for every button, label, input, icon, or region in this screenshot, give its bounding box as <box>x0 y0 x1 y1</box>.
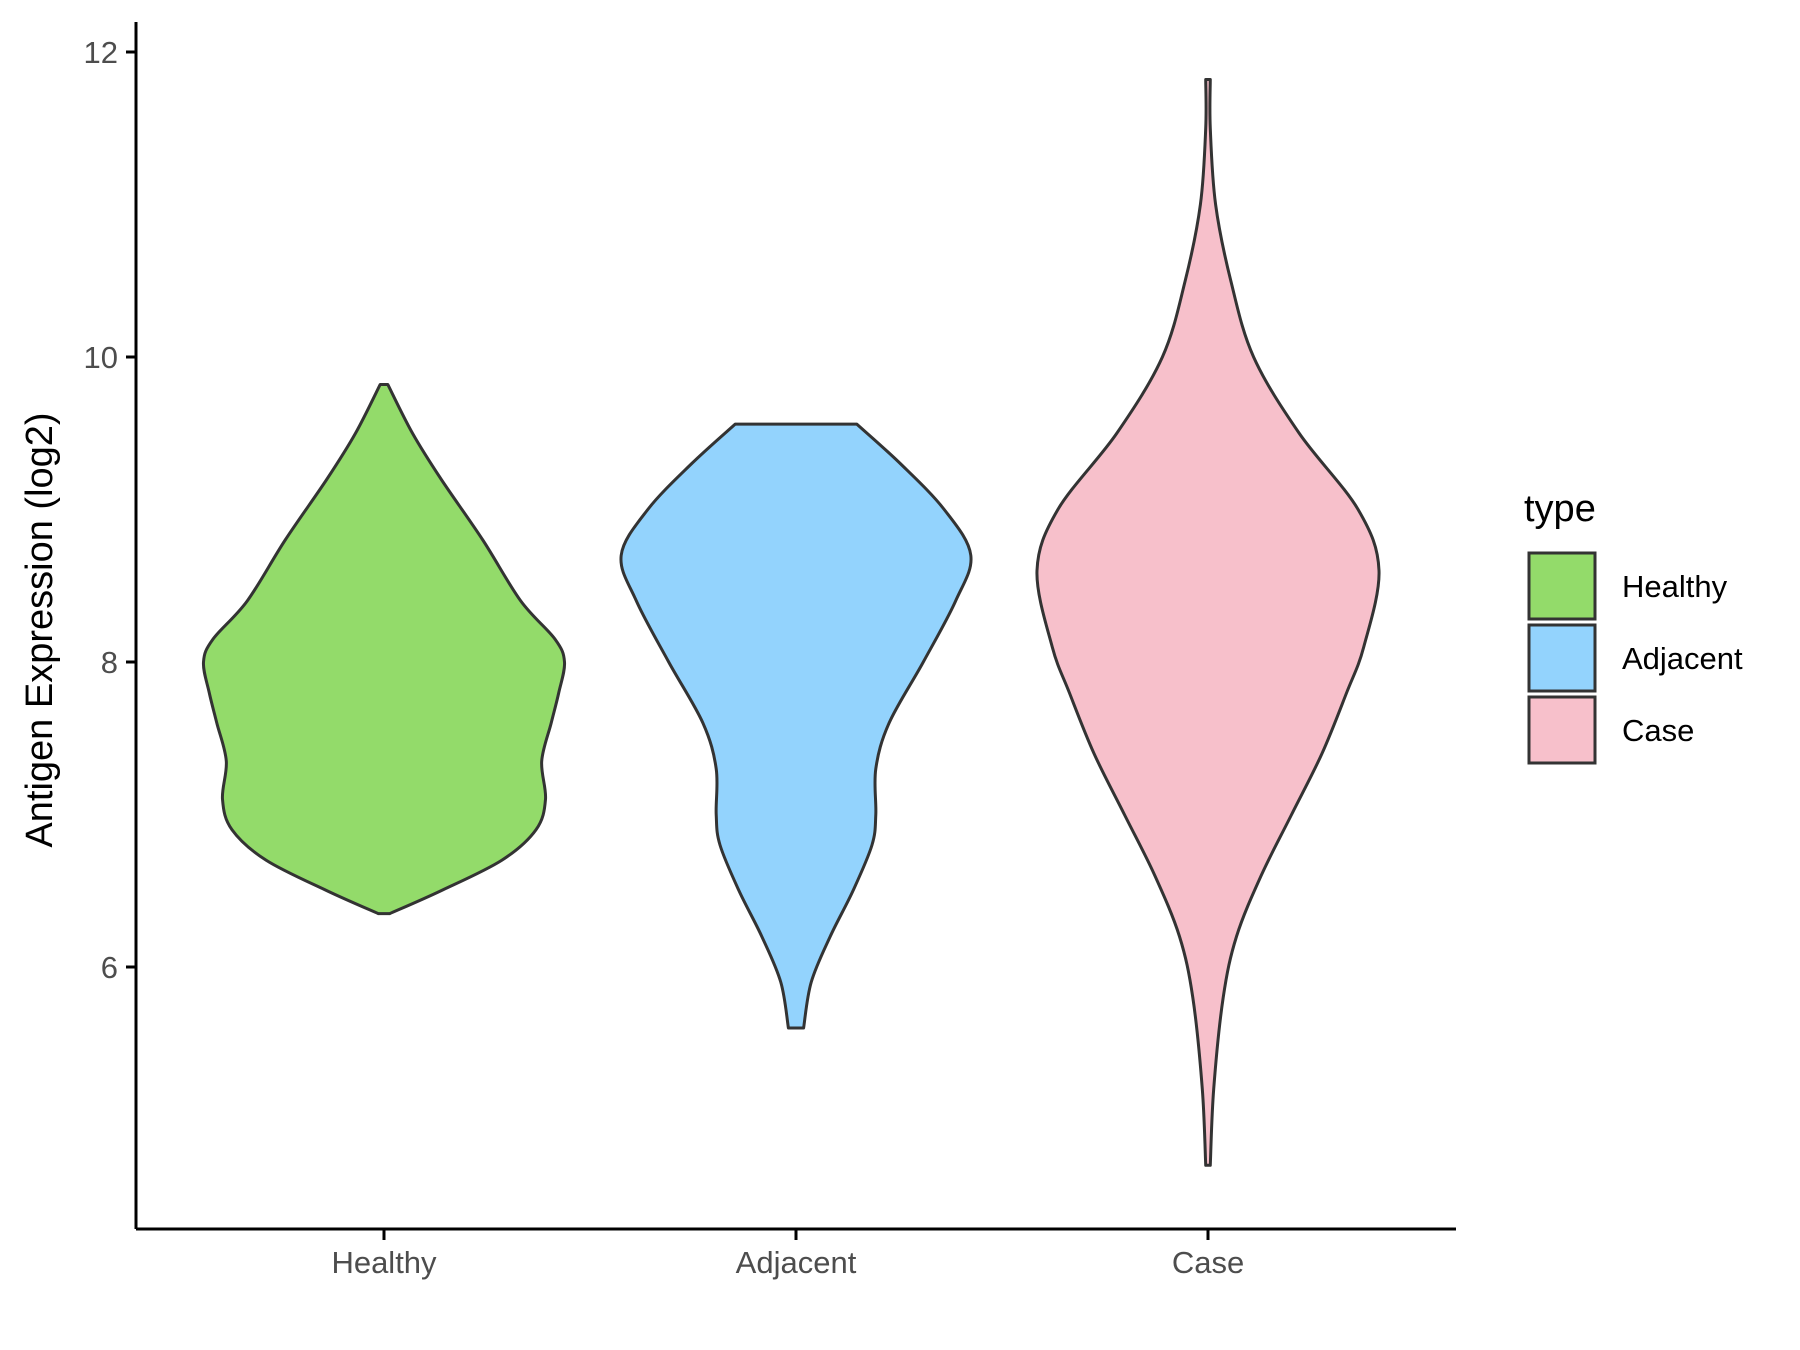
violin-adjacent <box>619 422 973 1030</box>
y-tick-label: 6 <box>101 950 118 985</box>
legend-label-healthy: Healthy <box>1622 569 1728 604</box>
y-axis-title: Antigen Expression (log2) <box>19 412 61 847</box>
legend-swatch-adjacent <box>1527 623 1597 693</box>
y-ticks: 6 8 10 12 <box>84 35 136 985</box>
x-tick-label: Adjacent <box>736 1245 857 1280</box>
y-tick-label: 8 <box>101 645 118 680</box>
legend-label-case: Case <box>1622 713 1694 748</box>
legend: type Healthy Adjacent Case <box>1524 488 1743 765</box>
legend-swatch-case <box>1527 695 1597 765</box>
violins <box>201 77 1381 1167</box>
legend-swatch-healthy <box>1527 551 1597 621</box>
x-ticks: Healthy Adjacent Case <box>331 1229 1244 1280</box>
x-tick-label: Case <box>1172 1245 1244 1280</box>
y-tick-label: 12 <box>84 35 118 70</box>
legend-label-adjacent: Adjacent <box>1622 641 1743 676</box>
violin-case <box>1035 77 1381 1167</box>
legend-title: type <box>1524 488 1596 530</box>
violin-healthy <box>201 382 567 916</box>
x-tick-label: Healthy <box>331 1245 437 1280</box>
y-tick-label: 10 <box>84 340 118 375</box>
